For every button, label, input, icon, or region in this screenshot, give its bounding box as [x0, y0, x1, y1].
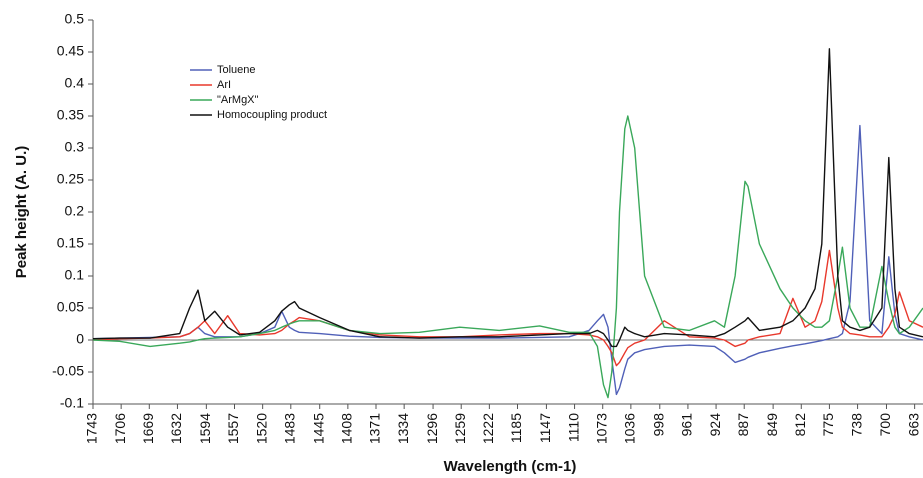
y-tick-label: 0 — [76, 331, 84, 347]
x-axis-title: Wavelength (cm-1) — [444, 458, 577, 475]
x-tick-label: 1110 — [565, 413, 581, 442]
y-tick-label: 0.2 — [65, 203, 85, 219]
x-tick-label: 1632 — [168, 413, 184, 444]
x-tick-label: 1222 — [480, 413, 496, 444]
series-line — [92, 48, 923, 348]
y-tick-label: 0.4 — [65, 75, 85, 91]
y-tick-label: 0.35 — [57, 107, 84, 123]
y-tick-label: 0.15 — [57, 235, 84, 251]
x-tick-label: 1147 — [537, 413, 553, 443]
legend-label: ArI — [217, 79, 231, 91]
x-tick-label: 812 — [792, 413, 808, 437]
x-tick-label: 1557 — [225, 413, 241, 444]
x-tick-label: 1073 — [593, 413, 609, 444]
y-tick-label: -0.05 — [52, 363, 84, 379]
series-line — [92, 249, 923, 367]
x-tick-label: 961 — [679, 413, 695, 437]
x-tick-label: 1185 — [508, 413, 524, 443]
x-tick-label: 1259 — [452, 413, 468, 444]
series-line — [92, 124, 923, 396]
x-tick-label: 887 — [735, 413, 751, 437]
x-tick-label: 1408 — [339, 413, 355, 444]
y-axis-title: Peak height (A. U.) — [13, 146, 30, 279]
x-tick-label: 1036 — [622, 413, 638, 444]
series-line — [92, 115, 923, 399]
x-tick-label: 1483 — [282, 413, 298, 444]
y-tick-label: 0.05 — [57, 299, 84, 315]
x-tick-label: 924 — [707, 413, 723, 437]
legend-label: Homocoupling product — [217, 109, 327, 121]
x-tick-label: 1371 — [367, 413, 383, 444]
y-tick-label: 0.1 — [65, 267, 85, 283]
legend-label: Toluene — [217, 64, 256, 76]
x-tick-label: 700 — [877, 413, 893, 437]
y-tick-label: 0.5 — [65, 11, 85, 27]
x-tick-label: 1669 — [140, 413, 156, 444]
x-tick-label: 1520 — [253, 413, 269, 444]
x-tick-label: 1445 — [310, 413, 326, 444]
x-tick-label: 1296 — [424, 413, 440, 444]
x-tick-label: 663 — [905, 413, 921, 437]
x-tick-label: 1594 — [197, 413, 213, 444]
x-tick-label: 738 — [848, 413, 864, 437]
x-tick-label: 849 — [764, 413, 780, 437]
y-tick-label: 0.25 — [57, 171, 84, 187]
legend-label: "ArMgX" — [217, 94, 259, 106]
y-tick-label: 0.45 — [57, 43, 84, 59]
x-tick-label: 998 — [650, 413, 666, 437]
x-tick-label: 775 — [820, 413, 836, 437]
x-tick-label: 1706 — [112, 413, 128, 444]
y-tick-label: -0.1 — [60, 395, 84, 411]
x-tick-label: 1334 — [395, 413, 411, 444]
y-tick-label: 0.3 — [65, 139, 85, 155]
x-tick-label: 1743 — [84, 413, 100, 444]
